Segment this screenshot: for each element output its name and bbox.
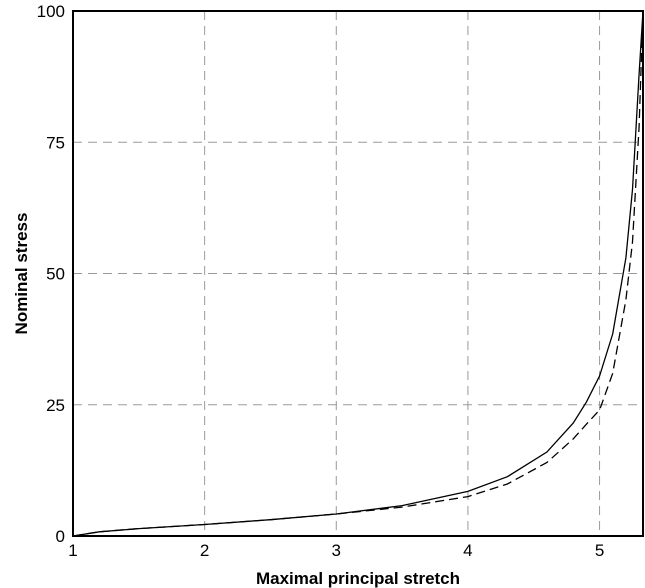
y-tick-label-0: 0 [56,527,65,546]
y-tick-label-3: 75 [46,133,65,152]
y-tick-label-2: 50 [46,265,65,284]
y-axis-label: Nominal stress [12,213,31,335]
x-tick-label-1: 2 [200,541,209,560]
y-tick-label-1: 25 [46,396,65,415]
series-line-solid [72,10,644,537]
x-axis-label: Maximal principal stretch [256,569,460,588]
plot-frame [72,10,644,537]
x-tick-label-4: 5 [595,541,604,560]
series-group [72,10,644,537]
y-axis-ticks: 0 25 50 75 100 [37,2,65,546]
x-tick-label-0: 1 [68,541,77,560]
y-tick-label-4: 100 [37,2,65,21]
grid-lines [73,11,643,536]
x-axis-ticks: 1 2 3 4 5 [68,541,604,560]
x-tick-label-3: 4 [463,541,472,560]
x-tick-label-2: 3 [332,541,341,560]
